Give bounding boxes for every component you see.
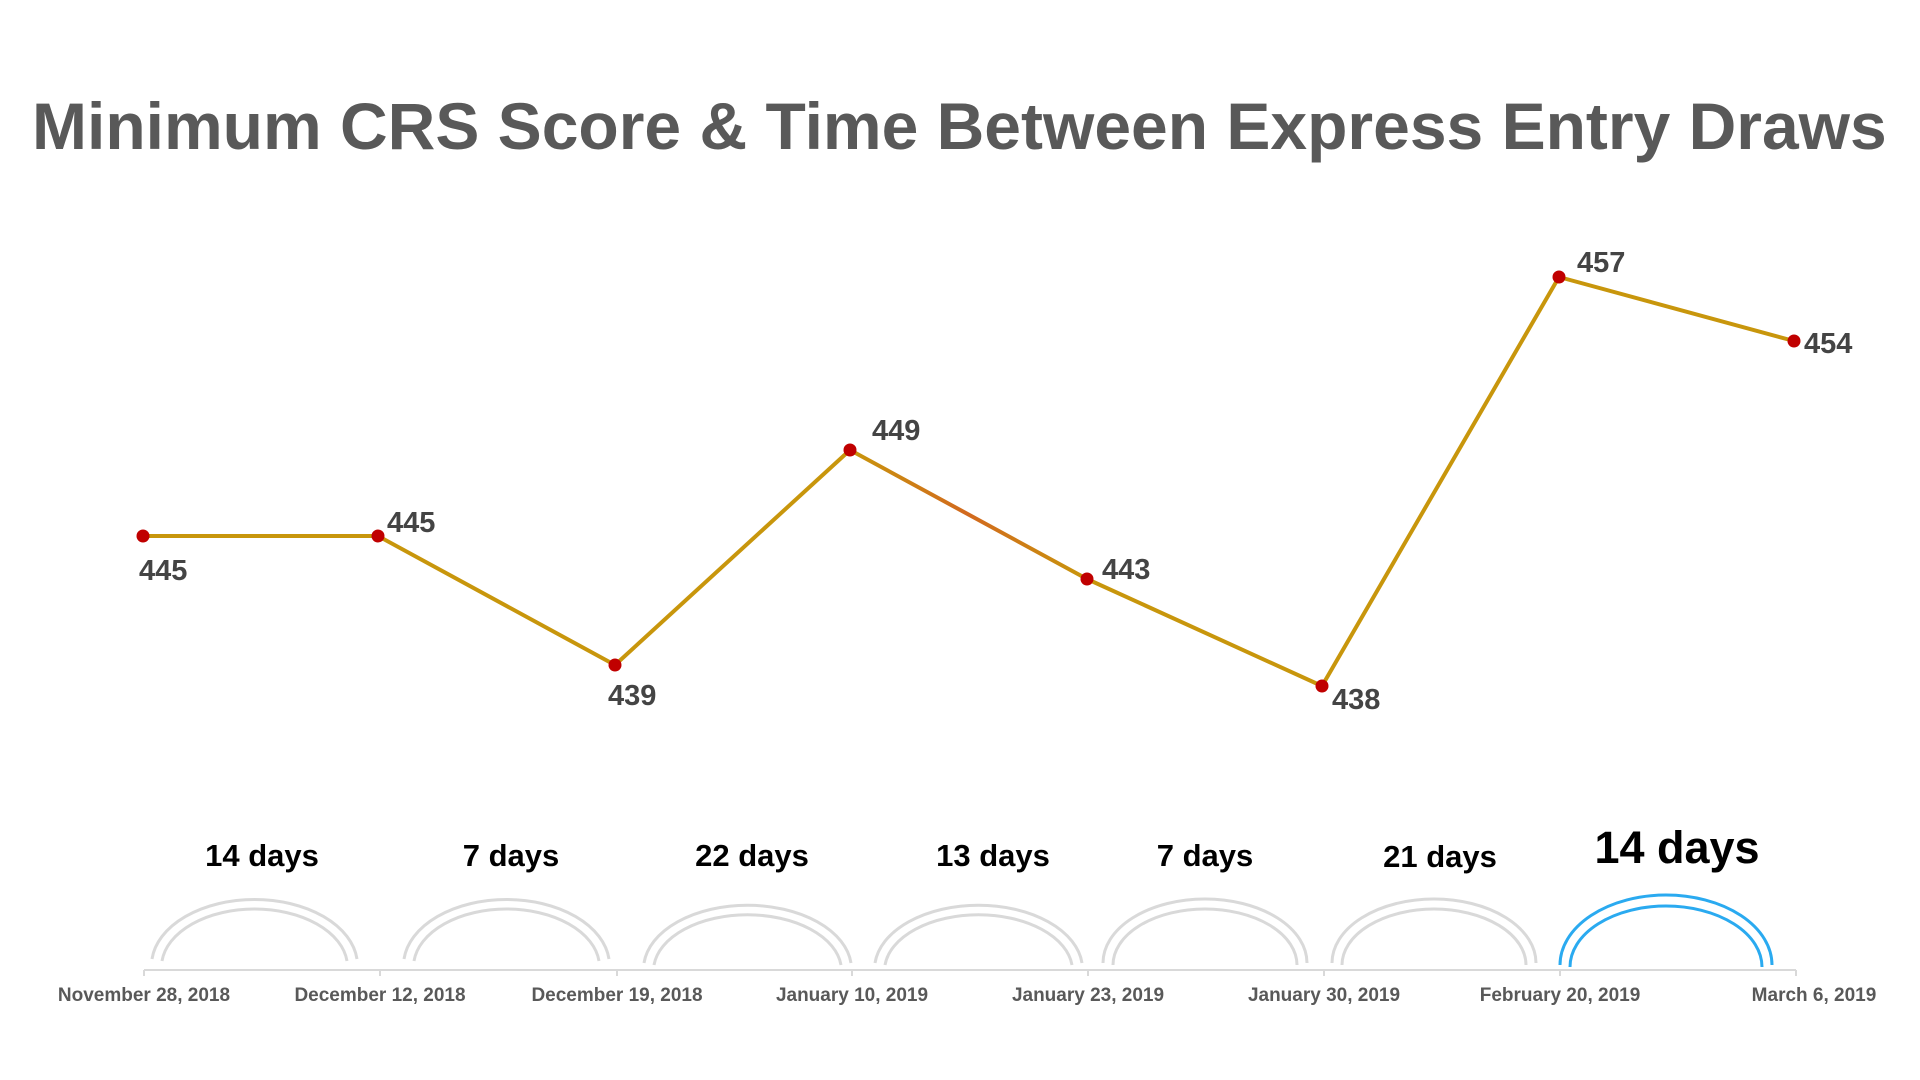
interval-arc-highlighted: [1558, 893, 1774, 968]
interval-arc: [402, 897, 611, 962]
line-segment: [376, 534, 617, 667]
interval-arcs: [150, 893, 1774, 968]
duration-label-highlighted: 14 days: [1594, 822, 1759, 873]
data-point-marker[interactable]: [371, 529, 385, 543]
duration-label: 14 days: [205, 838, 319, 873]
value-label: 443: [1102, 554, 1150, 586]
data-point-marker[interactable]: [1315, 679, 1329, 693]
data-point-marker[interactable]: [1552, 270, 1566, 284]
data-point-marker[interactable]: [1080, 572, 1094, 586]
line-segment: [848, 448, 1089, 581]
value-label: 438: [1332, 684, 1380, 716]
duration-label: 7 days: [1157, 838, 1254, 873]
interval-arc: [642, 903, 853, 966]
data-point-marker[interactable]: [843, 443, 857, 457]
line-segment: [1320, 275, 1561, 688]
duration-label: 21 days: [1383, 839, 1497, 874]
interval-arc: [873, 903, 1084, 966]
interval-arc: [1101, 897, 1309, 966]
data-point-marker[interactable]: [1787, 334, 1801, 348]
date-label: January 30, 2019: [1248, 985, 1400, 1006]
date-label: January 10, 2019: [776, 985, 928, 1006]
duration-label: 13 days: [936, 838, 1050, 873]
date-label: March 6, 2019: [1752, 985, 1877, 1006]
date-label: December 12, 2018: [294, 985, 465, 1006]
interval-arc: [150, 897, 359, 962]
date-label: November 28, 2018: [58, 985, 230, 1006]
line-segment: [1557, 275, 1796, 343]
interval-arc: [1330, 897, 1538, 966]
data-markers: [136, 270, 1801, 693]
line-segment: [1085, 577, 1324, 688]
value-label: 439: [608, 680, 656, 712]
value-label: 445: [139, 555, 187, 587]
date-label: January 23, 2019: [1012, 985, 1164, 1006]
x-axis: [143, 969, 1797, 976]
date-label: February 20, 2019: [1480, 985, 1641, 1006]
value-labels: 445 445 439 449 443 438 457 454: [139, 247, 1852, 716]
score-line: [141, 275, 1796, 688]
value-label: 445: [387, 507, 435, 539]
duration-labels: 14 days 7 days 22 days 13 days 7 days 21…: [205, 822, 1759, 874]
date-labels: November 28, 2018 December 12, 2018 Dece…: [58, 985, 1876, 1006]
duration-label: 22 days: [695, 838, 809, 873]
data-point-marker[interactable]: [608, 658, 622, 672]
duration-label: 7 days: [463, 838, 560, 873]
value-label: 457: [1577, 247, 1625, 279]
value-label: 449: [872, 415, 920, 447]
value-label: 454: [1804, 328, 1852, 360]
chart-title: Minimum CRS Score & Time Between Express…: [32, 89, 1887, 163]
data-point-marker[interactable]: [136, 529, 150, 543]
date-label: December 19, 2018: [531, 985, 702, 1006]
line-segment: [613, 448, 852, 667]
